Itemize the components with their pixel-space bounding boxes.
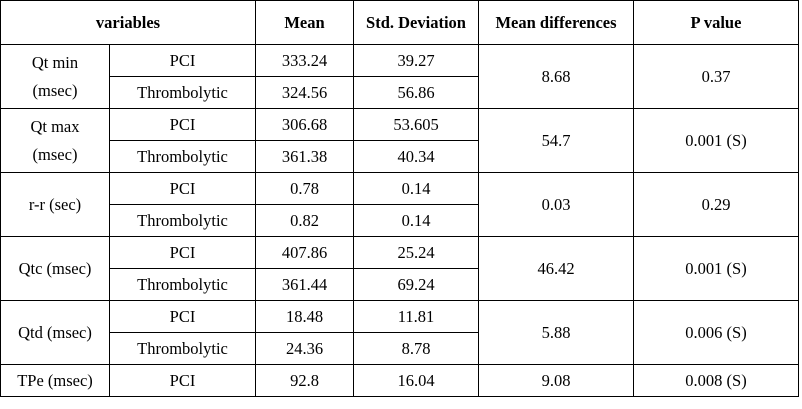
table-row: Thrombolytic 361.44 69.24 xyxy=(1,268,799,301)
std-cell: 69.24 xyxy=(353,268,479,301)
mean-diff-cell: 5.88 xyxy=(478,300,634,365)
table-row: r-r (sec) PCI 0.78 0.14 0.03 0.29 xyxy=(0,172,799,237)
group-cell: Thrombolytic xyxy=(109,268,256,301)
table-row: Qt min (msec) PCI 333.24 39.27 8.68 0.37 xyxy=(0,44,799,109)
group-cell: PCI xyxy=(109,44,256,77)
table-row: Thrombolytic 0.82 0.14 xyxy=(1,204,799,237)
mean-cell: 361.38 xyxy=(255,140,354,173)
group-cell: Thrombolytic xyxy=(109,204,256,237)
group-cell: PCI xyxy=(109,108,256,141)
mean-cell: 306.68 xyxy=(255,108,354,141)
header-mean: Mean xyxy=(255,0,354,45)
mean-diff-cell: 8.68 xyxy=(478,44,634,109)
table-row: Qtc (msec) PCI 407.86 25.24 46.42 0.001 … xyxy=(0,236,799,301)
p-value-cell: 0.006 (S) xyxy=(633,300,799,365)
p-value-cell: 0.001 (S) xyxy=(633,236,799,301)
group-cell: PCI xyxy=(109,300,256,333)
mean-cell: 18.48 xyxy=(255,300,354,333)
mean-diff-cell: 9.08 xyxy=(478,364,634,397)
variable-name: Qt max xyxy=(30,116,80,136)
group-cell: PCI xyxy=(109,364,256,397)
results-table-container: variables Mean Std. Deviation Mean diffe… xyxy=(0,0,799,397)
std-cell: 25.24 xyxy=(353,236,479,269)
header-p-value: P value xyxy=(633,0,799,45)
variable-cell: r-r (sec) xyxy=(0,172,110,237)
results-table: variables Mean Std. Deviation Mean diffe… xyxy=(0,0,799,397)
std-cell: 16.04 xyxy=(353,364,479,397)
mean-diff-cell: 0.03 xyxy=(478,172,634,237)
std-cell: 11.81 xyxy=(353,300,479,333)
mean-cell: 324.56 xyxy=(255,76,354,109)
variable-cell: Qtd (msec) xyxy=(0,300,110,365)
group-cell: Thrombolytic xyxy=(109,140,256,173)
std-cell: 39.27 xyxy=(353,44,479,77)
header-std-deviation: Std. Deviation xyxy=(353,0,479,45)
variable-cell: TPe (msec) xyxy=(0,364,110,397)
table-row: Qtd (msec) PCI 18.48 11.81 5.88 0.006 (S… xyxy=(0,300,799,365)
table-row: Thrombolytic 24.36 8.78 xyxy=(1,332,799,365)
header-row: variables Mean Std. Deviation Mean diffe… xyxy=(0,0,799,45)
p-value-cell: 0.37 xyxy=(633,44,799,109)
variable-cell: Qt min (msec) xyxy=(0,44,110,109)
std-cell: 0.14 xyxy=(353,172,479,205)
mean-diff-cell: 46.42 xyxy=(478,236,634,301)
table-row: TPe (msec) PCI 92.8 16.04 9.08 0.008 (S) xyxy=(0,364,799,397)
table-row: Qt max (msec) PCI 306.68 53.605 54.7 0.0… xyxy=(0,108,799,173)
variable-cell: Qtc (msec) xyxy=(0,236,110,301)
mean-cell: 0.78 xyxy=(255,172,354,205)
std-cell: 0.14 xyxy=(353,204,479,237)
mean-cell: 24.36 xyxy=(255,332,354,365)
table-row: Thrombolytic 324.56 56.86 xyxy=(1,76,799,109)
header-mean-differences: Mean differences xyxy=(478,0,634,45)
std-cell: 40.34 xyxy=(353,140,479,173)
group-cell: Thrombolytic xyxy=(109,332,256,365)
table-row: Thrombolytic 361.38 40.34 xyxy=(1,140,799,173)
group-cell: PCI xyxy=(109,172,256,205)
variable-unit: (msec) xyxy=(32,80,78,100)
variable-cell: Qt max (msec) xyxy=(0,108,110,173)
p-value-cell: 0.001 (S) xyxy=(633,108,799,173)
mean-cell: 361.44 xyxy=(255,268,354,301)
std-cell: 56.86 xyxy=(353,76,479,109)
header-variables: variables xyxy=(0,0,256,45)
variable-unit: (msec) xyxy=(32,144,78,164)
variable-name: Qt min xyxy=(31,52,79,72)
mean-cell: 407.86 xyxy=(255,236,354,269)
std-cell: 8.78 xyxy=(353,332,479,365)
mean-cell: 0.82 xyxy=(255,204,354,237)
group-cell: Thrombolytic xyxy=(109,76,256,109)
p-value-cell: 0.29 xyxy=(633,172,799,237)
std-cell: 53.605 xyxy=(353,108,479,141)
mean-diff-cell: 54.7 xyxy=(478,108,634,173)
mean-cell: 333.24 xyxy=(255,44,354,77)
mean-cell: 92.8 xyxy=(255,364,354,397)
group-cell: PCI xyxy=(109,236,256,269)
p-value-cell: 0.008 (S) xyxy=(633,364,799,397)
